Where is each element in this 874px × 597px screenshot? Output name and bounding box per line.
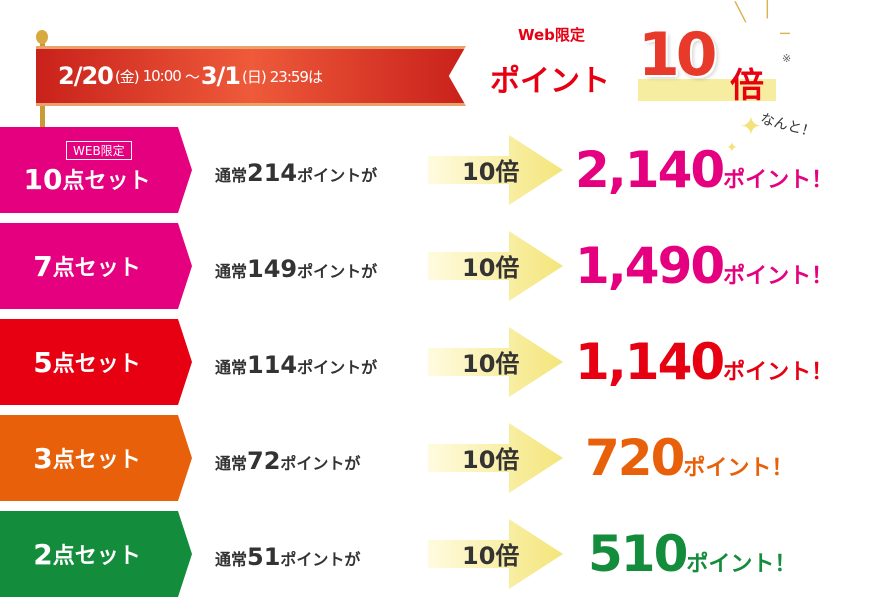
tilde: ～ bbox=[184, 67, 200, 86]
start-date: 2/20 bbox=[58, 62, 114, 90]
set-tag: WEB限定 10 点セット bbox=[0, 127, 192, 213]
set-tag: 3 点セット bbox=[0, 415, 192, 501]
set-tag: 7 点セット bbox=[0, 223, 192, 309]
multiplier-label: 10倍 bbox=[462, 254, 520, 282]
result-points: 720ポイント！ bbox=[585, 429, 793, 487]
end-time: 23:59は bbox=[269, 67, 323, 86]
base-suffix: ポイントが bbox=[297, 166, 378, 185]
multiplier-label: 10倍 bbox=[462, 350, 520, 378]
set-count: 7 bbox=[33, 249, 53, 283]
base-value: 214 bbox=[247, 159, 298, 187]
set-count: 3 bbox=[33, 441, 53, 475]
base-prefix: 通常 bbox=[215, 550, 248, 569]
result-value: 2,140 bbox=[575, 141, 725, 199]
start-time: 10:00 bbox=[142, 67, 182, 85]
set-tag: 2 点セット bbox=[0, 511, 192, 597]
set-unit: 点セット bbox=[62, 169, 151, 194]
set-count: 2 bbox=[33, 537, 53, 571]
set-count: 10 bbox=[23, 162, 63, 196]
set-unit: 点セット bbox=[52, 256, 141, 281]
set-row: 7 点セット 通常149ポイントが 10倍 1,490ポイント！ bbox=[0, 223, 874, 309]
base-suffix: ポイントが bbox=[297, 262, 378, 281]
sparkle-icon: ─ bbox=[780, 24, 790, 43]
web-only-badge: WEB限定 bbox=[66, 141, 132, 160]
base-prefix: 通常 bbox=[215, 262, 248, 281]
multiplier-number: 10 bbox=[638, 20, 717, 90]
bai-label: 倍 bbox=[730, 66, 764, 106]
base-points: 通常72ポイントが bbox=[215, 447, 360, 475]
end-date: 3/1 bbox=[200, 62, 241, 90]
points-label: ポイント bbox=[490, 64, 610, 99]
base-points: 通常214ポイントが bbox=[215, 159, 377, 187]
sparkle-icon: ✦ bbox=[726, 140, 738, 156]
sparkle-icon: │ bbox=[762, 0, 773, 19]
set-row: WEB限定 10 点セット 通常214ポイントが 10倍 2,140ポイント！ bbox=[0, 127, 874, 213]
set-count: 5 bbox=[33, 345, 53, 379]
result-unit: ポイント！ bbox=[686, 552, 797, 577]
set-row: 3 点セット 通常72ポイントが 10倍 720ポイント！ bbox=[0, 415, 874, 501]
base-prefix: 通常 bbox=[215, 358, 248, 377]
set-tag: 5 点セット bbox=[0, 319, 192, 405]
base-suffix: ポイントが bbox=[297, 358, 378, 377]
start-day: (金) bbox=[114, 67, 140, 86]
multiplier-label: 10倍 bbox=[462, 542, 520, 570]
set-unit: 点セット bbox=[52, 448, 141, 473]
result-points: 1,490ポイント！ bbox=[575, 237, 833, 295]
result-unit: ポイント！ bbox=[723, 360, 834, 385]
base-suffix: ポイントが bbox=[280, 550, 361, 569]
set-unit: 点セット bbox=[52, 352, 141, 377]
result-unit: ポイント！ bbox=[723, 168, 834, 193]
sparkle-icon: ╲ bbox=[735, 2, 746, 23]
base-value: 114 bbox=[247, 351, 298, 379]
period-banner: 2/20 (金) 10:00 ～ 3/1 (日) 23:59は bbox=[36, 46, 466, 106]
multiplier-label: 10倍 bbox=[462, 446, 520, 474]
result-points: 510ポイント！ bbox=[588, 525, 796, 583]
base-value: 72 bbox=[247, 447, 281, 475]
note-mark: ※ bbox=[782, 52, 792, 65]
result-unit: ポイント！ bbox=[683, 456, 794, 481]
set-row: 2 点セット 通常51ポイントが 10倍 510ポイント！ bbox=[0, 511, 874, 597]
sparkle-icon: ✦ bbox=[740, 112, 762, 142]
base-value: 51 bbox=[247, 543, 281, 571]
base-prefix: 通常 bbox=[215, 166, 248, 185]
base-prefix: 通常 bbox=[215, 454, 248, 473]
multiplier-label: 10倍 bbox=[462, 158, 520, 186]
base-points: 通常114ポイントが bbox=[215, 351, 377, 379]
flag-pole-knob bbox=[36, 30, 48, 44]
result-value: 510 bbox=[588, 525, 688, 583]
result-value: 1,490 bbox=[575, 237, 725, 295]
result-points: 1,140ポイント！ bbox=[575, 333, 833, 391]
web-only-label: Web限定 bbox=[518, 26, 585, 44]
set-row: 5 点セット 通常114ポイントが 10倍 1,140ポイント！ bbox=[0, 319, 874, 405]
result-points: 2,140ポイント！ bbox=[575, 141, 833, 199]
base-points: 通常149ポイントが bbox=[215, 255, 377, 283]
result-value: 1,140 bbox=[575, 333, 725, 391]
base-value: 149 bbox=[247, 255, 298, 283]
result-unit: ポイント！ bbox=[723, 264, 834, 289]
result-value: 720 bbox=[585, 429, 685, 487]
base-points: 通常51ポイントが bbox=[215, 543, 360, 571]
end-day: (日) bbox=[242, 67, 267, 86]
set-unit: 点セット bbox=[52, 544, 141, 569]
base-suffix: ポイントが bbox=[280, 454, 361, 473]
